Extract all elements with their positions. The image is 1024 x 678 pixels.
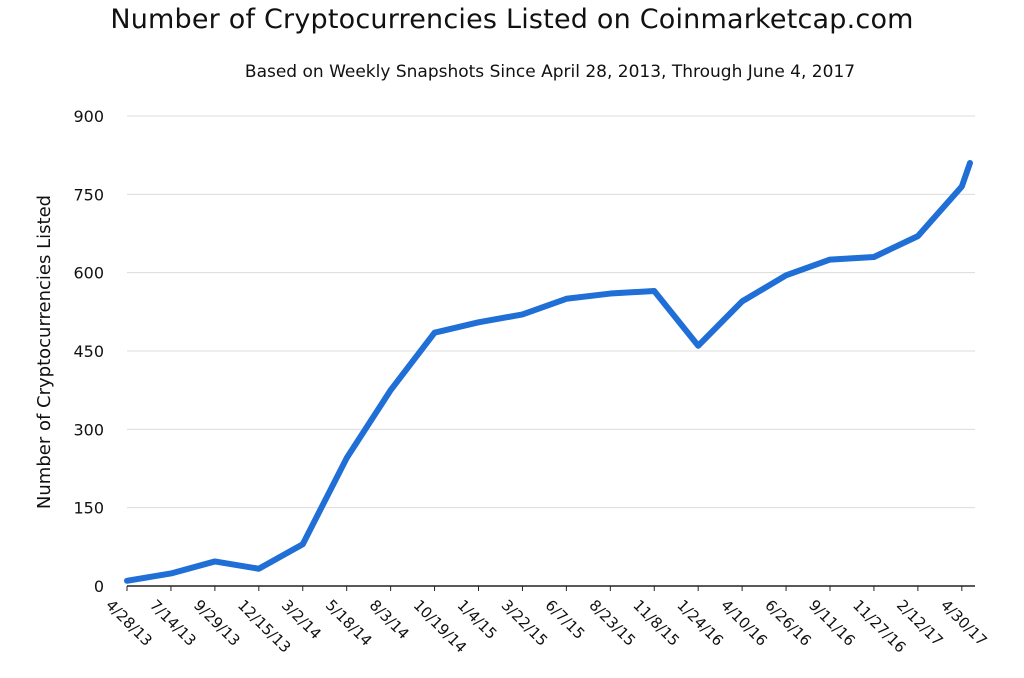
data-point (214, 560, 216, 562)
data-point (829, 259, 831, 261)
y-tick-label: 750 (73, 185, 104, 204)
x-tick-label: 5/18/14 (322, 596, 376, 650)
data-point (961, 186, 963, 187)
y-axis-label: Number of Cryptocurrencies Listed (34, 195, 55, 509)
data-point (785, 274, 787, 276)
chart-subtitle: Based on Weekly Snapshots Since April 28… (244, 62, 856, 82)
x-axis-ticks: 4/28/137/14/139/29/1312/15/133/2/145/18/… (102, 586, 991, 656)
y-tick-label: 450 (73, 342, 104, 361)
x-tick-label: 4/28/13 (102, 596, 156, 650)
y-tick-label: 0 (94, 577, 104, 596)
data-point (969, 162, 971, 164)
data-point (478, 321, 480, 323)
data-point (609, 293, 611, 295)
data-point (741, 300, 743, 302)
data-point (258, 568, 260, 570)
y-tick-label: 150 (73, 499, 104, 518)
data-point (170, 572, 172, 574)
data-point (565, 298, 567, 300)
data-point (697, 345, 699, 347)
data-point (653, 290, 655, 292)
data-point (346, 457, 348, 459)
data-point (873, 256, 875, 258)
x-tick-label: 9/11/16 (805, 596, 859, 650)
y-axis-ticks: 0 150 300 450 600 750 900 (73, 107, 104, 596)
x-tick-label: 9/29/13 (190, 596, 244, 650)
data-point (302, 543, 304, 545)
x-tick-label: 6/26/16 (761, 596, 815, 650)
data-point (434, 332, 436, 334)
x-tick-label: 4/30/17 (937, 596, 991, 650)
data-point (390, 389, 392, 391)
data-point (917, 235, 919, 237)
x-tick-label: 1/24/16 (673, 596, 727, 650)
y-tick-label: 300 (73, 420, 104, 439)
chart-title: Number of Cryptocurrencies Listed on Coi… (110, 4, 914, 35)
x-tick-label: 8/23/15 (585, 596, 639, 650)
x-tick-label: 7/14/13 (146, 596, 200, 650)
series-group (124, 160, 973, 584)
x-tick-label: 11/8/15 (629, 596, 683, 650)
x-tick-label: 3/22/15 (498, 596, 552, 650)
y-tick-label: 900 (73, 107, 104, 126)
data-point (126, 580, 128, 582)
y-tick-label: 600 (73, 264, 104, 283)
x-tick-label: 4/10/16 (717, 596, 771, 650)
gridlines (127, 115, 975, 509)
data-point (521, 313, 523, 315)
series-line (124, 160, 973, 584)
